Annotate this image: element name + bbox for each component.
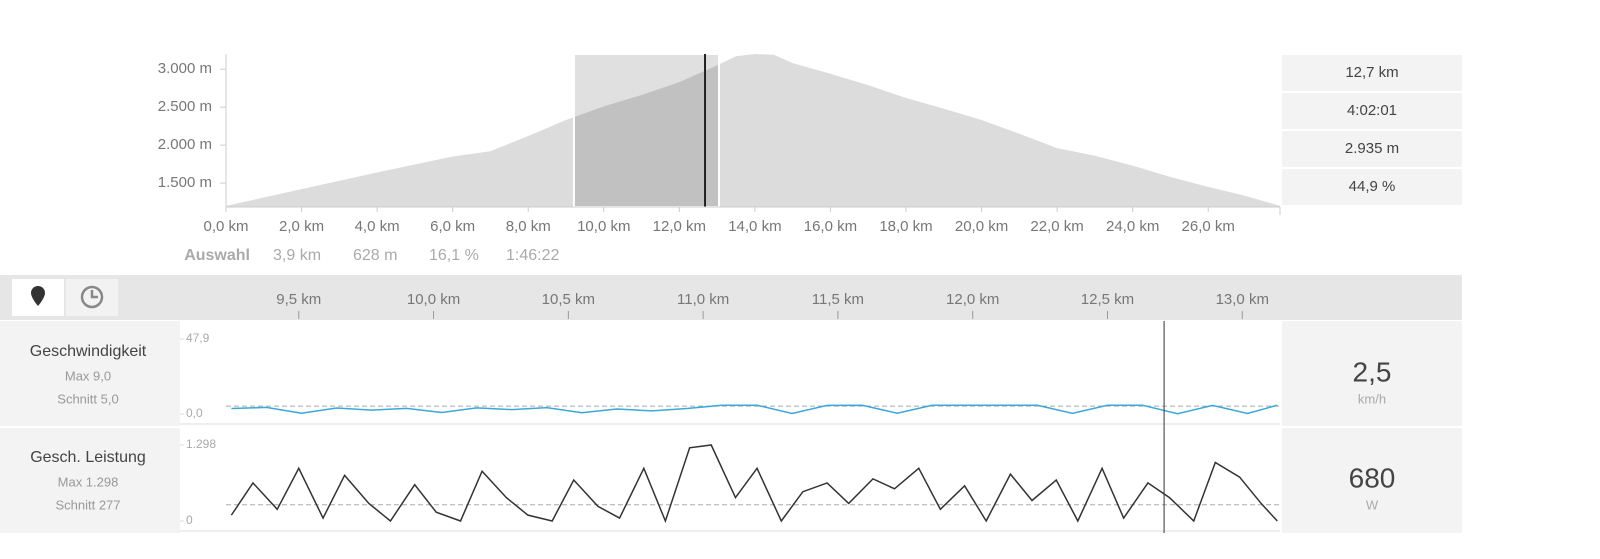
y-tick-label: 2.000 m: [158, 136, 212, 153]
stat-box: [1282, 169, 1462, 205]
y-tick-label: 2.500 m: [158, 98, 212, 115]
metric-title: Geschwindigkeit: [30, 343, 147, 360]
x-tick-label: 20,0 km: [955, 218, 1008, 235]
toolbar: [0, 275, 1462, 320]
stat-box: [1282, 55, 1462, 91]
label-box: [0, 321, 180, 426]
x-tick-label: 13,0 km: [1216, 291, 1269, 308]
current-unit: W: [1366, 497, 1379, 512]
x-tick-label: 10,0 km: [577, 218, 630, 235]
x-tick-label: 11,5 km: [812, 291, 864, 308]
x-tick-label: 24,0 km: [1106, 218, 1159, 235]
stat-box: [1282, 131, 1462, 167]
selection-window: [572, 53, 721, 208]
elevation-area: [226, 54, 1280, 207]
x-tick-label: 14,0 km: [728, 218, 781, 235]
x-tick-label: 22,0 km: [1030, 218, 1083, 235]
x-tick-label: 9,5 km: [276, 291, 321, 308]
metric-max: Max 1.298: [58, 474, 119, 489]
y-tick-label: 1.298: [186, 437, 216, 451]
x-tick-label: 18,0 km: [879, 218, 932, 235]
metric-avg: Schnitt 277: [55, 497, 120, 512]
y-tick-label: 3.000 m: [158, 60, 212, 77]
label-box: [0, 428, 180, 533]
x-tick-label: 8,0 km: [506, 218, 551, 235]
x-tick-label: 10,0 km: [407, 291, 460, 308]
stat: 12,7 km: [1345, 64, 1398, 81]
x-tick-label: 0,0 km: [203, 218, 248, 235]
selection-label: Auswahl: [184, 247, 250, 264]
selection-value: 3,9 km: [273, 247, 321, 264]
clock-hand: [90, 290, 98, 299]
x-tick-label: 12,5 km: [1081, 291, 1134, 308]
stat: 4:02:01: [1347, 102, 1397, 119]
metric-avg: Schnitt 5,0: [57, 391, 118, 406]
x-tick-label: 26,0 km: [1182, 218, 1235, 235]
y-tick-label: 0,0: [186, 406, 203, 420]
x-tick-label: 4,0 km: [355, 218, 400, 235]
current-value: 680: [1349, 462, 1396, 493]
speed-line: [231, 404, 1278, 415]
selection-value: 16,1 %: [429, 247, 479, 264]
selection-value: 1:46:22: [506, 247, 559, 264]
x-tick-label: 6,0 km: [430, 218, 475, 235]
current-unit: km/h: [1358, 391, 1386, 406]
value-box: [1282, 428, 1462, 533]
x-tick-label: 12,0 km: [653, 218, 706, 235]
y-tick-label: 1.500 m: [158, 174, 212, 191]
stat-box: [1282, 93, 1462, 129]
pin-icon: [31, 286, 45, 306]
y-tick-label: 47,9: [186, 331, 210, 345]
power-line: [230, 444, 1278, 524]
value-box: [1282, 321, 1462, 426]
clock-icon: [80, 285, 104, 309]
x-tick-label: 16,0 km: [804, 218, 857, 235]
stat: 44,9 %: [1349, 178, 1396, 195]
y-tick-label: 0: [186, 513, 193, 527]
stat: 2.935 m: [1345, 140, 1399, 157]
x-tick-label: 12,0 km: [946, 291, 999, 308]
metric-title: Gesch. Leistung: [30, 449, 146, 466]
metric-max: Max 9,0: [65, 368, 111, 383]
x-tick-label: 11,0 km: [677, 291, 729, 308]
x-tick-label: 10,5 km: [542, 291, 595, 308]
selection-value: 628 m: [353, 247, 397, 264]
x-tick-label: 2,0 km: [279, 218, 324, 235]
current-value: 2,5: [1353, 356, 1392, 387]
